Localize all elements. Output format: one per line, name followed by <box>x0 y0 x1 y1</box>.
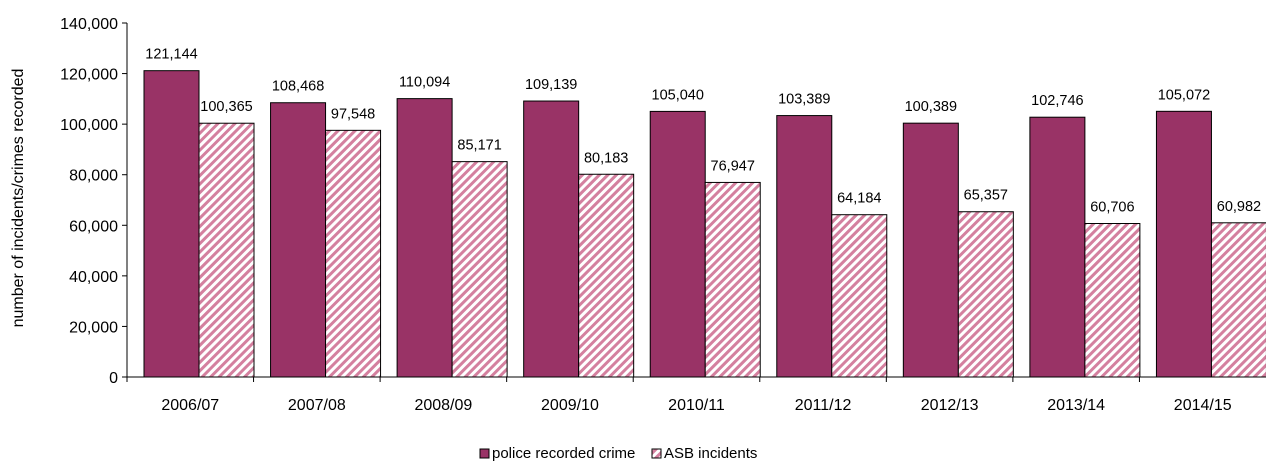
y-tick-label-1: 20,000 <box>69 319 118 336</box>
bar-asb-incidents-2013-14 <box>1084 223 1141 378</box>
legend-swatch-asb-incidents <box>651 448 662 459</box>
bar-police-recorded-crime-2011-12 <box>776 115 833 378</box>
x-tick-label-2013-14: 2013/14 <box>1047 397 1105 414</box>
y-tick-label-6: 120,000 <box>60 67 118 84</box>
legend-label-police-recorded-crime: police recorded crime <box>492 445 635 462</box>
bar-asb-incidents-2012-13 <box>957 211 1014 378</box>
y-tick-label-3: 60,000 <box>69 218 118 235</box>
x-tick-label-2012-13: 2012/13 <box>921 397 979 414</box>
x-tick-label-2009-10: 2009/10 <box>541 397 599 414</box>
x-tick-label-2006-07: 2006/07 <box>161 397 219 414</box>
data-label-asb-incidents-2013-14: 60,706 <box>1090 200 1134 216</box>
y-tick-label-4: 80,000 <box>69 168 118 185</box>
bar-police-recorded-crime-2009-10 <box>523 100 580 378</box>
data-label-asb-incidents-2012-13: 65,357 <box>964 188 1008 204</box>
bar-asb-incidents-2010-11 <box>704 181 761 378</box>
data-label-asb-incidents-2014-15: 60,982 <box>1217 199 1261 215</box>
x-tick-label-2010-11: 2010/11 <box>668 397 725 414</box>
data-label-police-recorded-crime-2009-10: 109,139 <box>525 77 577 93</box>
bar-police-recorded-crime-2007-08 <box>270 102 327 378</box>
data-label-police-recorded-crime-2008-09: 110,094 <box>399 75 450 91</box>
data-label-asb-incidents-2007-08: 97,548 <box>331 106 375 122</box>
bar-asb-incidents-2008-09 <box>451 161 508 378</box>
data-label-asb-incidents-2011-12: 64,184 <box>837 191 881 207</box>
y-tick-label-0: 0 <box>109 370 118 387</box>
data-label-police-recorded-crime-2007-08: 108,468 <box>272 79 324 95</box>
y-tick-label-5: 100,000 <box>60 117 118 134</box>
legend-swatch-police-recorded-crime <box>479 448 490 459</box>
data-label-police-recorded-crime-2012-13: 100,389 <box>905 99 957 115</box>
legend: police recorded crime ASB incidents <box>479 445 757 462</box>
bar-asb-incidents-2006-07 <box>198 122 255 378</box>
bar-police-recorded-crime-2010-11 <box>649 110 706 378</box>
bar-asb-incidents-2011-12 <box>831 214 888 378</box>
data-label-asb-incidents-2008-09: 85,171 <box>457 138 501 154</box>
data-label-police-recorded-crime-2006-07: 121,144 <box>145 47 197 63</box>
data-label-police-recorded-crime-2014-15: 105,072 <box>1158 87 1210 103</box>
data-label-police-recorded-crime-2010-11: 105,040 <box>652 87 704 103</box>
bar-police-recorded-crime-2014-15 <box>1155 110 1212 378</box>
data-label-asb-incidents-2006-07: 100,365 <box>200 99 252 115</box>
legend-label-asb-incidents: ASB incidents <box>664 445 757 462</box>
x-tick-label-2011-12: 2011/12 <box>795 397 852 414</box>
y-tick-label-2: 40,000 <box>69 269 118 286</box>
data-label-asb-incidents-2009-10: 80,183 <box>584 150 628 166</box>
bar-asb-incidents-2009-10 <box>578 173 635 378</box>
y-tick-label-7: 140,000 <box>60 16 118 33</box>
bar-police-recorded-crime-2012-13 <box>902 122 959 378</box>
data-label-police-recorded-crime-2011-12: 103,389 <box>778 92 830 108</box>
y-axis-label: number of incidents/crimes recorded <box>10 69 27 328</box>
x-tick-label-2008-09: 2008/09 <box>414 397 472 414</box>
bar-asb-incidents-2014-15 <box>1210 222 1266 378</box>
data-label-police-recorded-crime-2013-14: 102,746 <box>1031 93 1083 109</box>
x-tick-label-2014-15: 2014/15 <box>1174 397 1232 414</box>
bar-police-recorded-crime-2008-09 <box>396 98 453 378</box>
bar-asb-incidents-2007-08 <box>325 129 382 378</box>
bar-police-recorded-crime-2006-07 <box>143 70 200 378</box>
x-tick-label-2007-08: 2007/08 <box>288 397 346 414</box>
bar-police-recorded-crime-2013-14 <box>1029 116 1086 378</box>
data-label-asb-incidents-2010-11: 76,947 <box>711 158 755 174</box>
